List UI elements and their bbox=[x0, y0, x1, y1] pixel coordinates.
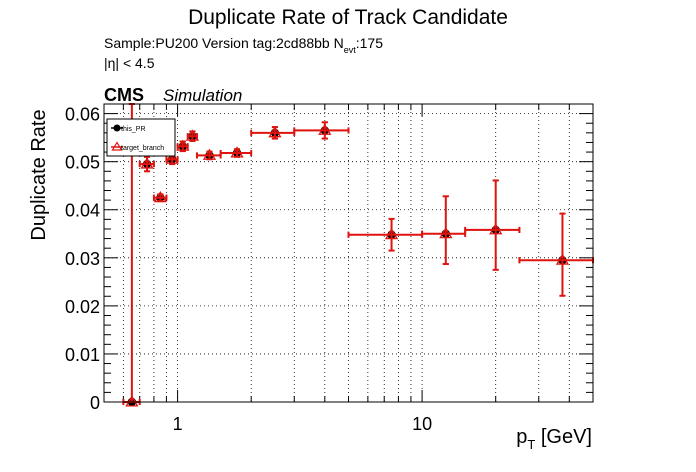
data-point-marker bbox=[185, 129, 200, 141]
data-point-marker bbox=[202, 148, 217, 160]
data-point-marker bbox=[268, 126, 282, 138]
data-point-marker bbox=[125, 395, 139, 407]
x-axis-title-unit: [GeV] bbox=[535, 426, 592, 448]
legend-target-branch-label: target_branch bbox=[121, 145, 164, 152]
y-tick-label: 0.01 bbox=[65, 345, 100, 365]
x-tick-label: 10 bbox=[412, 414, 432, 434]
axis-tick-labels: 1 10 0 0.01 0.02 0.03 0.04 0.05 0.06 bbox=[65, 105, 432, 434]
y-tick-label: 0.02 bbox=[65, 297, 100, 317]
legend-entry-this-pr: this_PR bbox=[111, 124, 146, 133]
sample-info-subscript: evt bbox=[344, 45, 357, 55]
cms-simulation-label: Simulation bbox=[163, 86, 242, 105]
sample-info-event-count: :175 bbox=[356, 35, 383, 51]
y-tick-label: 0.03 bbox=[65, 249, 100, 269]
sample-info-line: Sample:PU200 Version tag:2cd88bb Nevt:17… bbox=[104, 35, 383, 55]
data-point-marker bbox=[489, 223, 503, 235]
data-point-marker bbox=[153, 190, 167, 203]
plot-frame bbox=[103, 103, 594, 403]
legend-this-pr-label: this_PR bbox=[121, 126, 146, 133]
x-axis-title: pT [GeV] bbox=[516, 426, 592, 452]
legend-this-pr-marker bbox=[113, 124, 121, 132]
data-point-marker bbox=[555, 253, 570, 265]
y-tick-label: 0.05 bbox=[65, 153, 100, 173]
y-axis-title: Duplicate Rate bbox=[28, 109, 50, 240]
data-point-marker bbox=[176, 139, 190, 151]
legend-entry-target-branch: target_branch bbox=[111, 141, 164, 152]
data-point-marker bbox=[439, 226, 453, 239]
data-point-marker bbox=[140, 157, 154, 169]
cms-label: CMS bbox=[104, 85, 144, 105]
legend-target-branch-marker bbox=[111, 141, 123, 151]
y-tick-label: 0.06 bbox=[65, 105, 100, 125]
sample-info-text: Sample:PU200 Version tag:2cd88bb N bbox=[104, 35, 344, 51]
chart-title: Duplicate Rate of Track Candidate bbox=[188, 6, 508, 29]
data-point-marker bbox=[318, 123, 332, 135]
x-axis-title-subscript: T bbox=[527, 437, 535, 452]
data-point-marker bbox=[384, 227, 399, 240]
x-tick-label: 1 bbox=[173, 414, 183, 434]
data-point-marker bbox=[230, 146, 244, 158]
y-tick-label: 0 bbox=[90, 393, 100, 413]
eta-cut-label: |η| < 4.5 bbox=[104, 55, 155, 71]
x-axis-title-main: p bbox=[516, 426, 527, 448]
y-tick-label: 0.04 bbox=[65, 201, 100, 221]
data-point-marker bbox=[165, 152, 179, 164]
legend: this_PR target_branch bbox=[106, 118, 176, 157]
